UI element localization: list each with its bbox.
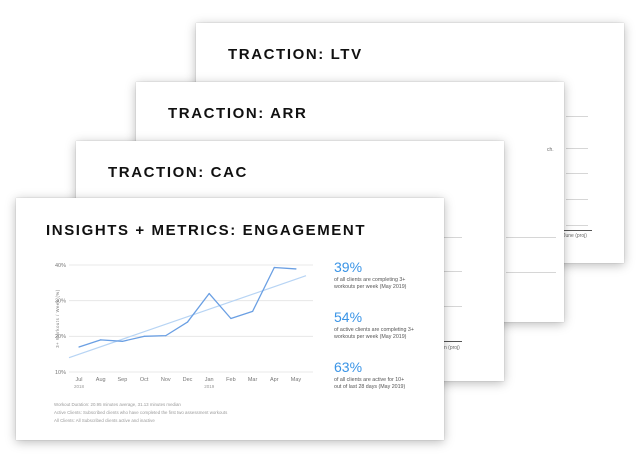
slide-title: TRACTION: LTV [228,46,363,63]
x-tick-label: Feb [226,377,235,383]
table-line [566,199,588,200]
data-point [208,292,210,295]
y-axis-label: 3+ Workouts / Week (%) [55,289,60,348]
stat-desc-line: of all clients are active for 10+ [334,377,405,383]
footnote: All Clients: All Subscribed clients acti… [54,418,155,423]
x-tick-label: Nov [161,377,171,383]
stat-value: 63% [334,359,363,375]
y-tick-label: 10% [55,370,66,376]
slide-engagement[interactable]: INSIGHTS + METRICS: ENGAGEMENT 10% 20% 30%… [16,198,444,440]
data-point [273,266,275,269]
x-tick-label: Jan [205,377,214,383]
data-point [230,317,232,320]
slide-title: TRACTION: ARR [168,105,308,122]
stat-block: 39% of all clients are completing 3+ work… [334,259,439,291]
data-point [143,335,145,337]
axis-label: n (proj) [444,345,460,351]
x-tick-label: Mar [248,377,258,383]
x-tick-label: Aug [96,377,106,383]
footnote: Active Clients: Subscribed clients who h… [54,410,228,415]
stat-description: of active clients are completing 3+ worko… [334,327,439,341]
stat-desc-line: of all clients are completing 3+ [334,277,406,283]
stat-block: 54% of active clients are completing 3+ w… [334,309,439,341]
stat-description: of all clients are completing 3+ workouts… [334,277,439,291]
stat-description: of all clients are active for 10+ out of … [334,377,439,391]
axis-line [562,230,592,231]
slide-title: TRACTION: CAC [108,164,248,181]
grid-line [444,271,462,272]
footnote: Workout Duration: 20.95 minutes average,… [54,402,181,407]
grid-line [506,272,556,273]
stat-block: 63% of all clients are active for 10+ out… [334,359,439,391]
data-point [100,339,102,341]
table-line [566,173,588,174]
x-tick-label: Jul [75,377,82,383]
x-tick-label: Oct [140,377,149,383]
slide-title: INSIGHTS + METRICS: ENGAGEMENT [46,222,367,239]
table-line [566,116,588,117]
footnotes: Workout Duration: 20.95 minutes average,… [54,401,227,425]
data-point [252,310,254,312]
x-tick-label: Dec [183,377,193,383]
x-tick-label: Apr [270,377,279,383]
axis-line [444,341,462,342]
data-point [78,346,80,348]
data-point [186,321,189,323]
trend-line [68,275,307,359]
data-point [121,340,123,342]
stat-desc-line: of active clients are completing 3+ [334,327,414,333]
data-point [165,335,167,337]
engagement-line-chart: 10% 20% 30% 40% 3+ Workouts / Week (%) Jul Aug… [55,263,313,389]
y-tick-label: 20% [55,334,66,340]
stat-desc-line: workouts per week (May 2019) [334,334,407,340]
table-line [566,148,588,149]
stat-desc-line: out of last 28 days (May 2019) [334,384,406,390]
table-line [566,225,588,226]
data-point [295,268,297,270]
y-tick-label: 40% [55,263,66,269]
grid-line [444,306,462,307]
year-label: 2018 [74,384,85,389]
stat-value: 39% [334,259,363,275]
x-tick-label: May [291,377,302,383]
series-line [78,266,297,348]
y-tick-label: 30% [55,298,66,304]
grid-line [506,237,556,238]
axis-label: June (proj) [563,233,587,239]
year-label: 2019 [204,384,215,389]
grid-line [444,237,462,238]
x-tick-label: Sep [118,377,128,383]
peek-text: ch. [547,147,554,153]
stat-desc-line: workouts per week (May 2019) [334,284,407,290]
stat-value: 54% [334,309,363,325]
